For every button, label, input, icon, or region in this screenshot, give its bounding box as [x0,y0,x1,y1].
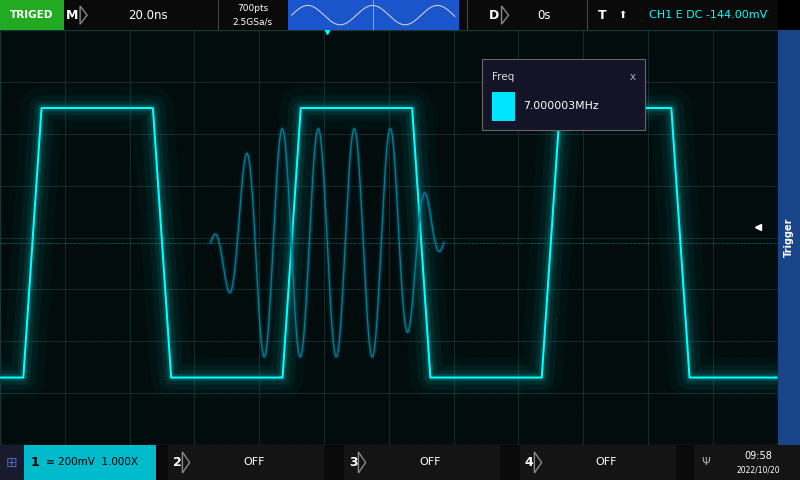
Text: 700pts: 700pts [237,4,268,13]
Bar [492,92,514,121]
Text: TRIGED: TRIGED [10,10,54,20]
Text: 1: 1 [30,456,39,469]
Text: 7.000003MHz: 7.000003MHz [523,101,598,111]
Text: D: D [489,9,499,22]
Bar [520,445,676,480]
Bar [24,445,156,480]
Bar [168,445,324,480]
Text: 20.0ns: 20.0ns [128,9,167,22]
Text: 2.5GSa/s: 2.5GSa/s [233,17,273,26]
Bar [288,0,458,30]
Text: ⊞: ⊞ [6,456,18,469]
Text: CH1 E DC -144.00mV: CH1 E DC -144.00mV [650,10,767,20]
Text: M: M [66,9,78,22]
Bar [717,445,800,480]
Text: T: T [598,9,607,22]
Text: OFF: OFF [419,457,441,468]
Text: x: x [630,72,636,82]
Text: 2: 2 [173,456,182,469]
Text: Freq: Freq [492,72,514,82]
Text: 2022/10/20: 2022/10/20 [737,466,780,475]
Text: 3: 3 [349,456,358,469]
Text: 4: 4 [525,456,534,469]
Text: Trigger: Trigger [784,218,794,257]
Bar [344,445,500,480]
Text: Ψ: Ψ [702,457,710,468]
Text: ⬆: ⬆ [618,10,626,20]
Bar [0,445,24,480]
Text: 0s: 0s [538,9,551,22]
Bar [0,0,64,30]
Text: OFF: OFF [595,457,617,468]
Text: ≡ 200mV  1.000X: ≡ 200mV 1.000X [46,457,138,468]
Text: OFF: OFF [243,457,265,468]
Bar [694,445,717,480]
Text: 09:58: 09:58 [745,451,772,461]
